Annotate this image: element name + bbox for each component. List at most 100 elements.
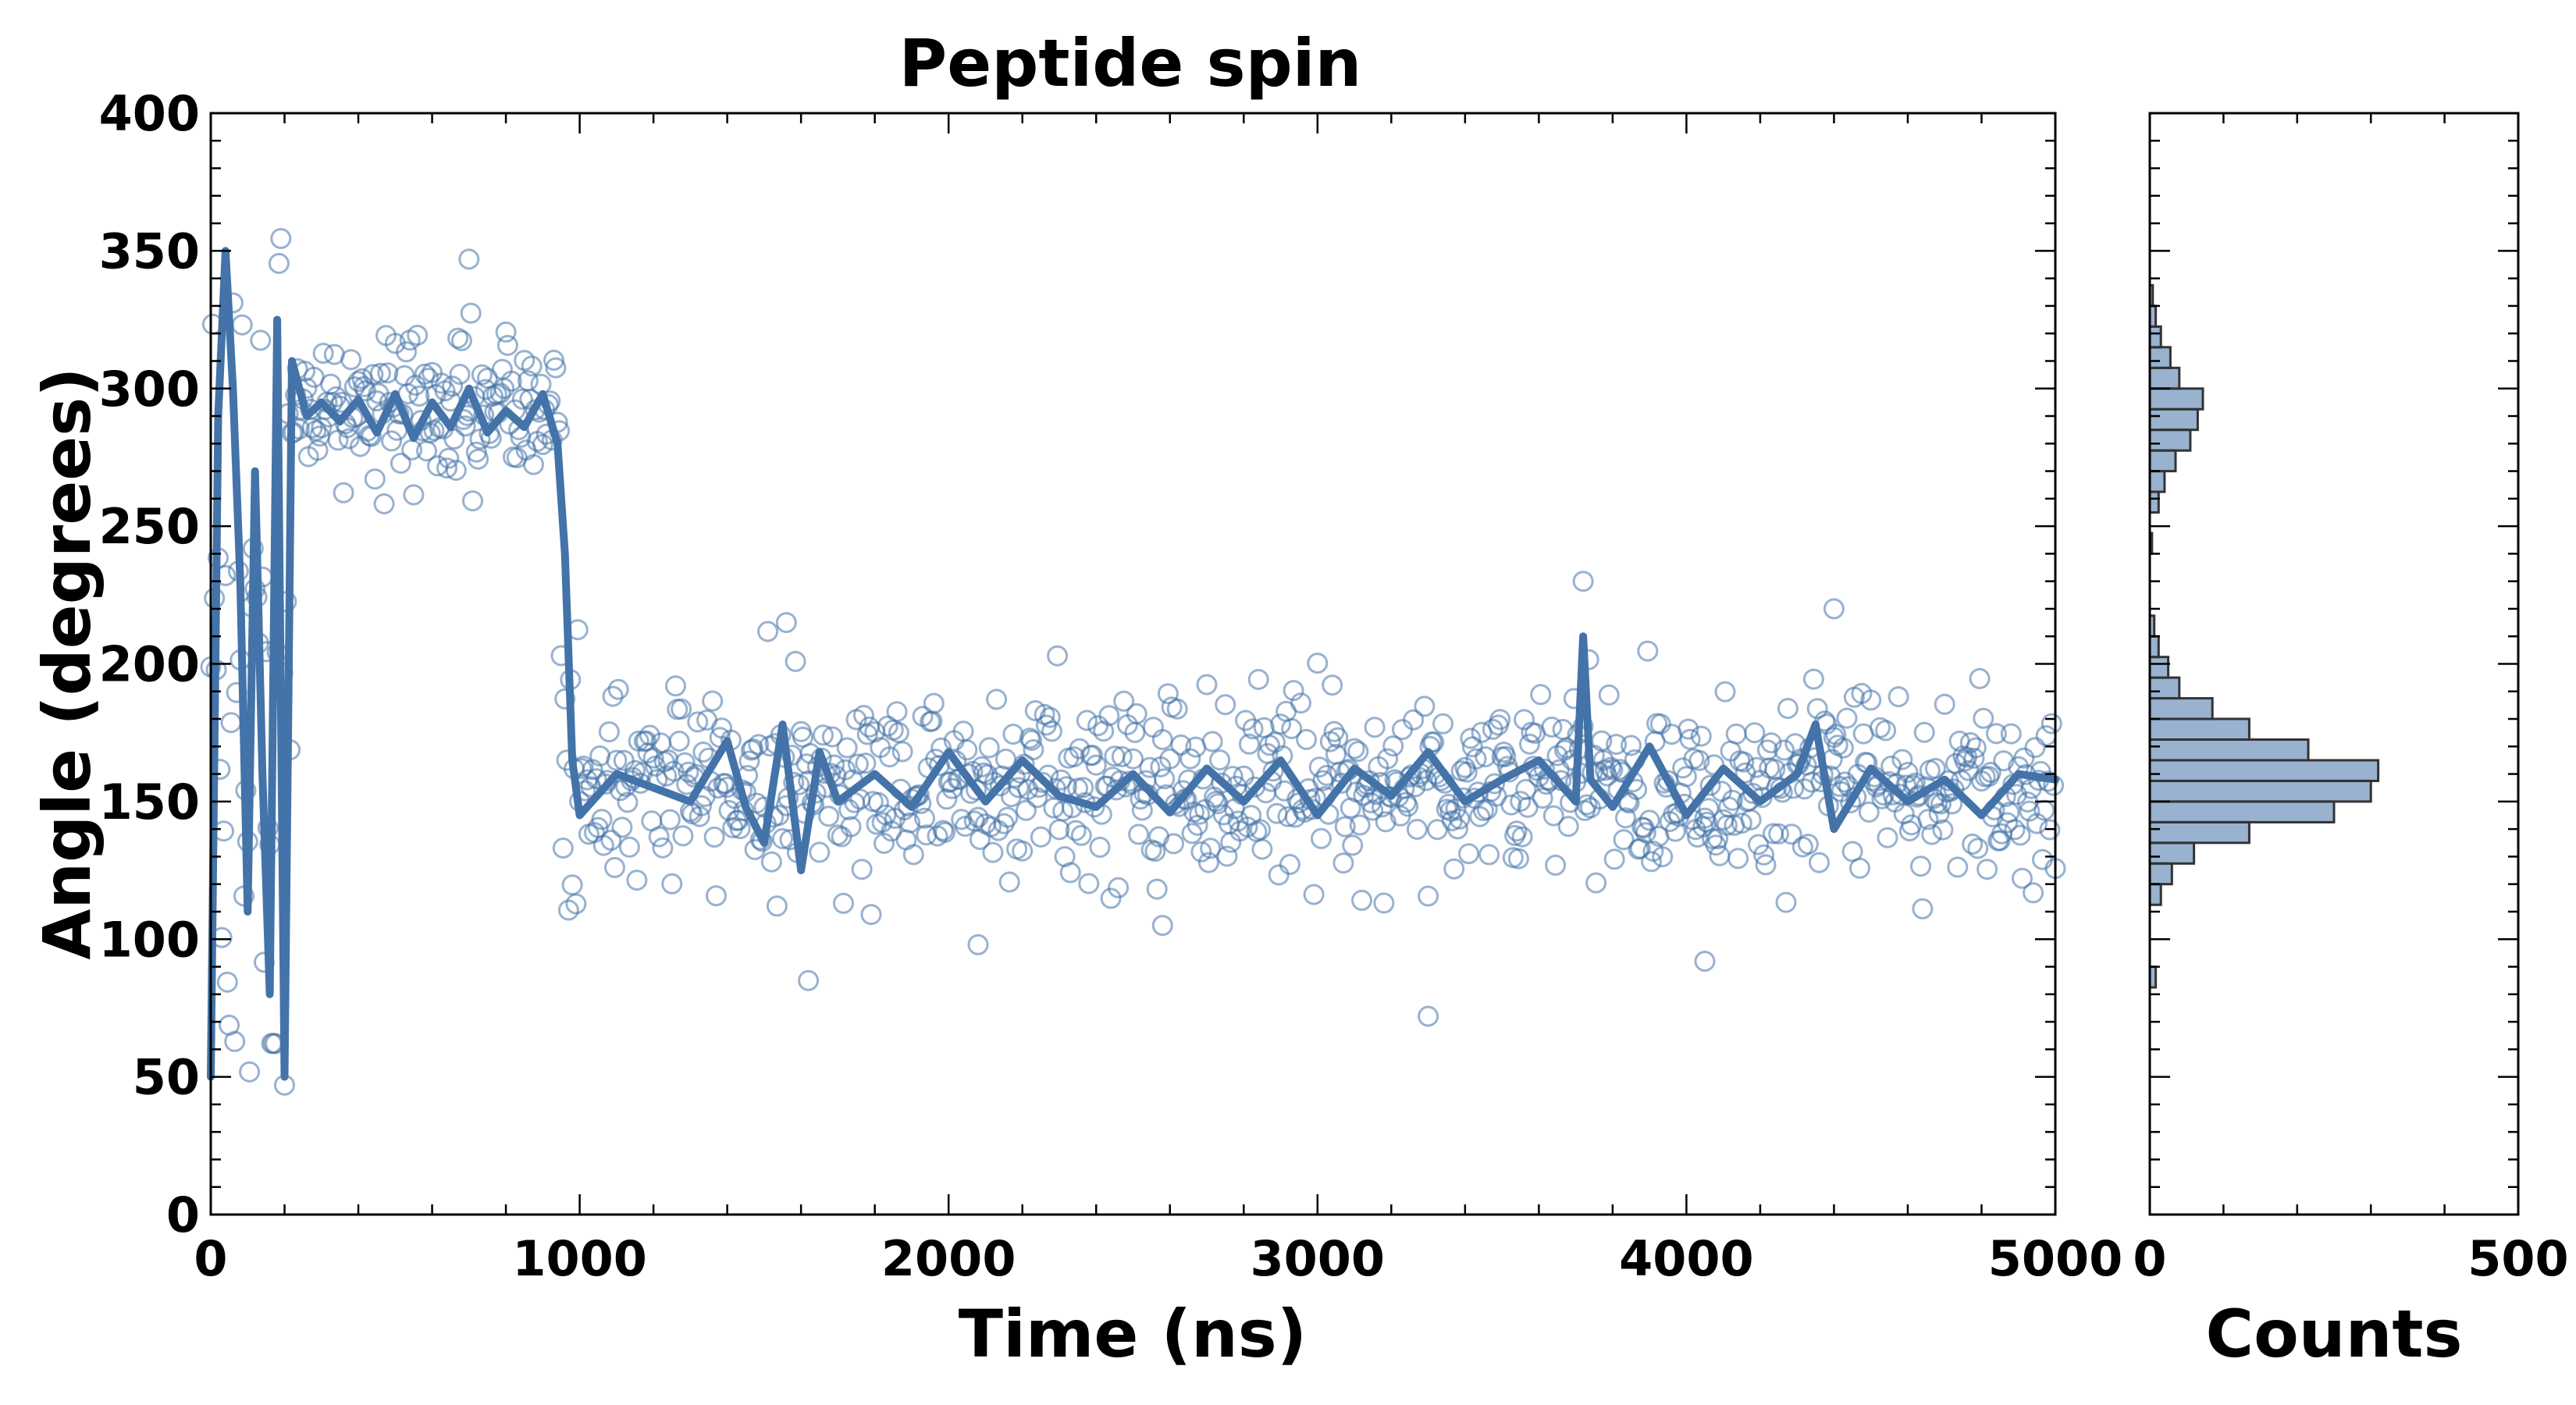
scatter-point (1123, 748, 1144, 770)
histogram-bar (2148, 800, 2336, 823)
scatter-point (1143, 717, 1164, 738)
histogram-bar (2148, 738, 2310, 762)
scatter-point (2005, 784, 2027, 806)
scatter-point (1189, 803, 1211, 825)
scatter-point (1606, 734, 1628, 756)
scatter-point (557, 899, 579, 921)
scatter-point (1600, 756, 1621, 778)
scatter-point (1895, 774, 1917, 796)
scatter-point (364, 468, 386, 490)
main-x-axis: 0 1000 2000 3000 4000 5000 (194, 113, 2122, 1287)
y-tick-label: 150 (99, 774, 200, 831)
scatter-point (1351, 889, 1372, 911)
scatter-point (738, 750, 760, 772)
histogram-bar (2148, 656, 2170, 679)
scatter-point (1418, 885, 1439, 907)
scatter-point (1343, 738, 1365, 759)
scatter-point (1679, 728, 1701, 750)
scatter-point (1733, 751, 1755, 773)
scatter-point (1059, 862, 1081, 884)
scatter-point (1215, 694, 1236, 716)
scatter-point (1073, 777, 1094, 799)
scatter-point (462, 490, 483, 512)
scatter-point (932, 820, 954, 841)
scatter-point (1777, 698, 1799, 720)
x-tick-label: 3000 (1251, 1230, 1386, 1287)
histogram-bar (2148, 449, 2177, 473)
scatter-point (908, 784, 930, 806)
scatter-point (1997, 812, 2019, 834)
scatter-point (706, 885, 727, 907)
scatter-point (899, 812, 921, 834)
scatter-point (1108, 877, 1130, 898)
scatter-point (1362, 799, 1384, 821)
scatter-point (1197, 852, 1219, 873)
scatter-point (978, 737, 1000, 759)
scatter-point (833, 892, 854, 914)
histogram-bar (2148, 779, 2372, 803)
scatter-point (668, 731, 690, 752)
scatter-point (500, 370, 522, 392)
scatter-point (665, 675, 686, 697)
histogram-bar (2148, 470, 2166, 493)
x-tick-label: 4000 (1619, 1230, 1754, 1287)
scatter-point (982, 841, 1004, 863)
scatter-point (2013, 747, 2035, 769)
scatter-point (216, 971, 238, 993)
scatter-point (598, 721, 620, 743)
histogram-x-axis-label: Counts (2205, 1296, 2462, 1372)
histogram-panel: 0 500 Counts (2133, 112, 2569, 1372)
y-tick-label: 300 (99, 361, 200, 418)
scatter-point (1446, 818, 1468, 840)
scatter-point (1613, 829, 1635, 851)
scatter-point (602, 685, 624, 707)
scatter-point (873, 833, 895, 854)
scatter-point (445, 459, 467, 481)
scatter-point (2019, 800, 2041, 822)
y-tick-label: 400 (99, 85, 200, 142)
scatter-point (1802, 668, 1824, 690)
scatter-point (1755, 854, 1777, 876)
scatter-point (1801, 771, 1823, 793)
scatter-point (377, 362, 399, 384)
scatter-point (821, 726, 843, 748)
scatter-point (611, 816, 633, 838)
scatter-point (661, 873, 683, 895)
scatter-point (454, 415, 476, 437)
scatter-point (1262, 760, 1284, 782)
scatter-point (997, 806, 1019, 828)
scatter-point (1069, 738, 1091, 759)
scatter-point (1327, 727, 1349, 749)
scatter-point (1113, 690, 1135, 712)
scatter-point (742, 738, 764, 759)
scatter-point (1124, 721, 1146, 743)
scatter-point (1443, 858, 1465, 880)
scatter-point (2012, 867, 2033, 889)
scatter-point (1517, 796, 1539, 818)
scatter-point (1397, 795, 1419, 817)
scatter-point (407, 325, 429, 346)
histogram-y-axis (2150, 112, 2518, 1216)
scatter-point (1873, 784, 1895, 806)
scatter-point (1131, 799, 1153, 821)
scatter-point (966, 779, 987, 801)
scatter-point (496, 335, 518, 356)
scatter-point (1008, 777, 1030, 799)
scatter-point (1111, 745, 1133, 767)
scatter-point (1947, 856, 1969, 878)
scatter-point (1296, 728, 1318, 750)
y-tick-label: 0 (166, 1186, 200, 1243)
scatter-point (1251, 838, 1273, 860)
scatter-point (1154, 768, 1176, 790)
scatter-point (772, 827, 793, 849)
scatter-point (1157, 683, 1179, 705)
scatter-point (604, 856, 625, 878)
scatter-point (775, 612, 797, 634)
scatter-point (855, 752, 877, 774)
scatter-point (1506, 820, 1528, 842)
scatter-point (1614, 807, 1636, 829)
scatter-point (1530, 684, 1552, 706)
scatter-point (2039, 819, 2061, 841)
scatter-point (1962, 833, 1984, 855)
